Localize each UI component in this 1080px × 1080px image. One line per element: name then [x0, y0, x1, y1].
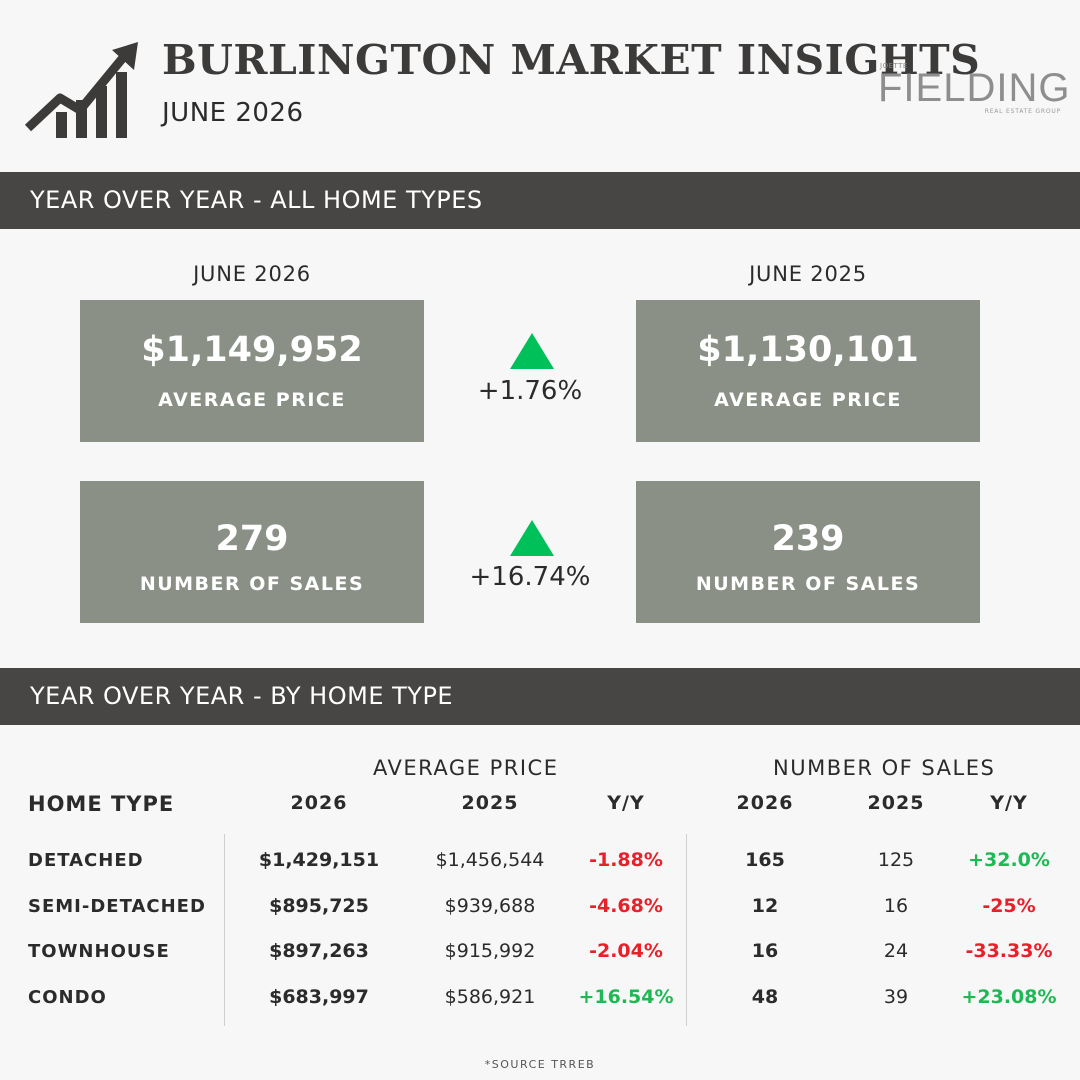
sales-2026-cell: 12 [751, 895, 779, 917]
sales-2026-cell: 16 [751, 940, 779, 962]
section-by-type-banner: YEAR OVER YEAR - BY HOME TYPE [0, 668, 1080, 725]
home-type-label: TOWNHOUSE [28, 941, 170, 962]
avg-price-label: AVERAGE PRICE [714, 389, 902, 411]
previous-sales-card: 239 NUMBER OF SALES [636, 481, 980, 623]
price-yy-cell: +16.54% [578, 986, 674, 1008]
home-type-label: SEMI-DETACHED [28, 896, 206, 917]
sales-label: NUMBER OF SALES [695, 573, 921, 595]
col-price-yy: Y/Y [607, 792, 645, 814]
current-sales: 279 [215, 519, 289, 559]
price-2025-cell: $586,921 [444, 986, 536, 1008]
price-2026-cell: $683,997 [269, 986, 369, 1008]
price-yy-cell: -2.04% [589, 940, 663, 962]
avg-price-change: +1.76% [477, 376, 583, 406]
up-arrow-icon [510, 520, 554, 556]
sales-2025-cell: 16 [883, 895, 909, 917]
sales-2025-cell: 24 [883, 940, 909, 962]
col-home-type: HOME TYPE [28, 792, 175, 816]
col-sales-yy: Y/Y [990, 792, 1028, 814]
logo-small-text: JOETTE [880, 62, 908, 70]
brand-logo: JOETTE FIELDING REAL ESTATE GROUP [878, 62, 1069, 120]
sales-yy-cell: +32.0% [968, 849, 1050, 871]
price-2026-cell: $897,263 [269, 940, 369, 962]
sales-yy-cell: -25% [982, 895, 1036, 917]
previous-avg-price: $1,130,101 [697, 330, 919, 370]
previous-period-heading: JUNE 2025 [749, 262, 867, 286]
price-yy-cell: -4.68% [589, 895, 663, 917]
home-type-label: CONDO [28, 987, 107, 1008]
col-sales-2026: 2026 [736, 792, 794, 814]
divider [224, 834, 225, 1026]
sales-yy-cell: -33.33% [965, 940, 1053, 962]
price-2025-cell: $939,688 [444, 895, 536, 917]
col-sales-2025: 2025 [867, 792, 925, 814]
previous-sales: 239 [771, 519, 845, 559]
sales-change: +16.74% [469, 562, 591, 592]
price-2025-cell: $915,992 [444, 940, 536, 962]
current-avg-price-card: $1,149,952 AVERAGE PRICE [80, 300, 424, 442]
divider [686, 834, 687, 1026]
current-avg-price: $1,149,952 [141, 330, 363, 370]
previous-avg-price-card: $1,130,101 AVERAGE PRICE [636, 300, 980, 442]
sales-2025-cell: 39 [883, 986, 909, 1008]
price-2026-cell: $1,429,151 [258, 849, 380, 871]
logo-main-text: FIELDING [878, 66, 1071, 110]
trending-chart-icon [24, 42, 138, 138]
section-all-types-banner: YEAR OVER YEAR - ALL HOME TYPES [0, 172, 1080, 229]
logo-tagline: REAL ESTATE GROUP [984, 108, 1061, 115]
source-note: *SOURCE TRREB [484, 1058, 596, 1071]
sales-yy-cell: +23.08% [961, 986, 1057, 1008]
price-2025-cell: $1,456,544 [435, 849, 545, 871]
sales-2025-cell: 125 [877, 849, 915, 871]
sales-2026-cell: 165 [745, 849, 785, 871]
col-price-2026: 2026 [290, 792, 348, 814]
home-type-label: DETACHED [28, 850, 144, 871]
sales-label: NUMBER OF SALES [139, 573, 365, 595]
avg-price-group-heading: AVERAGE PRICE [373, 756, 559, 780]
page-subtitle: JUNE 2026 [162, 98, 304, 128]
avg-price-label: AVERAGE PRICE [158, 389, 346, 411]
page-title: BURLINGTON MARKET INSIGHTS [162, 36, 981, 84]
price-yy-cell: -1.88% [589, 849, 663, 871]
sales-group-heading: NUMBER OF SALES [773, 756, 996, 780]
current-period-heading: JUNE 2026 [193, 262, 311, 286]
price-2026-cell: $895,725 [269, 895, 369, 917]
current-sales-card: 279 NUMBER OF SALES [80, 481, 424, 623]
sales-2026-cell: 48 [751, 986, 779, 1008]
col-price-2025: 2025 [461, 792, 519, 814]
up-arrow-icon [510, 333, 554, 369]
